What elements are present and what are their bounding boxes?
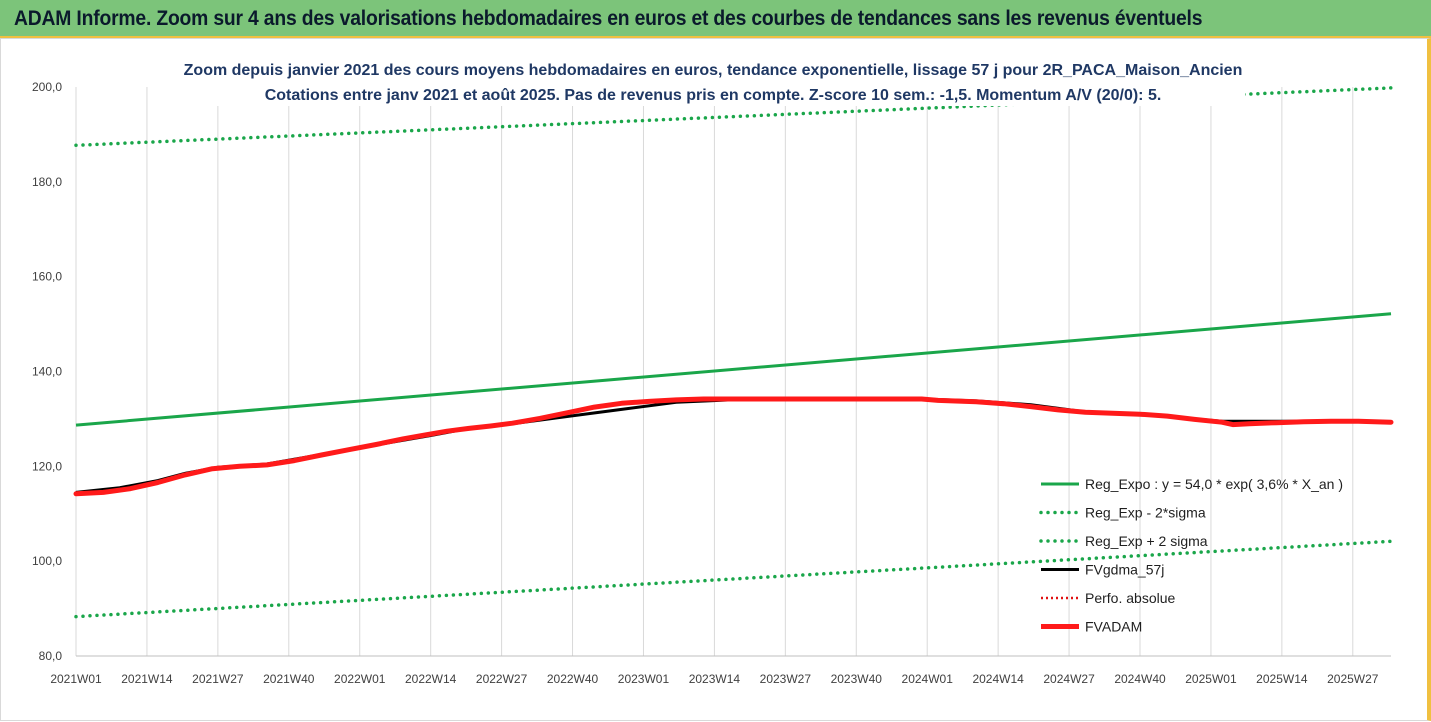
legend-label: Reg_Exp - 2*sigma: [1085, 505, 1206, 521]
x-tick-label: 2021W40: [263, 672, 315, 686]
chart-title: Zoom depuis janvier 2021 des cours moyen…: [184, 62, 1243, 79]
title-backdrop: [183, 50, 1245, 106]
y-tick-label: 180,0: [32, 175, 62, 189]
y-axis-ticks: 80,0 100,0 120,0 140,0 160,0 180,0 200,0: [32, 80, 62, 663]
x-tick-label: 2024W40: [1114, 672, 1166, 686]
y-tick-label: 200,0: [32, 80, 62, 94]
y-tick-label: 160,0: [32, 270, 62, 284]
x-tick-label: 2025W14: [1256, 672, 1308, 686]
fvadam-line: [73, 396, 1394, 497]
legend-label: Perfo. absolue: [1085, 590, 1175, 606]
x-tick-label: 2023W14: [689, 672, 741, 686]
report-banner-title: ADAM Informe. Zoom sur 4 ans des valoris…: [14, 7, 1203, 30]
legend-label: FVADAM: [1085, 619, 1142, 635]
chart-subtitle: Cotations entre janv 2021 et août 2025. …: [265, 87, 1162, 104]
x-tick-label: 2021W27: [192, 672, 244, 686]
x-tick-label: 2025W27: [1327, 672, 1379, 686]
x-tick-label: 2022W01: [334, 672, 386, 686]
line-chart: 2021W01 2021W14 2021W27 2021W40 2022W01 2022W…: [32, 50, 1394, 686]
legend-label: Reg_Expo : y = 54,0 * exp( 3,6% * X_an ): [1085, 476, 1343, 492]
reg-exp-plus-2sigma-line: [74, 86, 1393, 148]
y-tick-label: 100,0: [32, 554, 62, 568]
x-axis-ticks: 2021W01 2021W14 2021W27 2021W40 2022W01 2022W…: [50, 672, 1379, 686]
x-tick-label: 2021W14: [121, 672, 173, 686]
x-tick-label: 2025W01: [1185, 672, 1237, 686]
x-tick-label: 2023W01: [618, 672, 670, 686]
vertical-gridlines: [75, 87, 1354, 656]
report-banner: ADAM Informe. Zoom sur 4 ans des valoris…: [0, 0, 1431, 38]
y-tick-label: 120,0: [32, 459, 62, 473]
x-tick-label: 2022W14: [405, 672, 457, 686]
y-tick-label: 80,0: [39, 649, 63, 663]
y-tick-label: 140,0: [32, 365, 62, 379]
x-tick-label: 2024W27: [1043, 672, 1095, 686]
chart-frame: 2021W01 2021W14 2021W27 2021W40 2022W01 2022W…: [0, 38, 1431, 721]
x-tick-label: 2021W01: [50, 672, 102, 686]
reg-expo-line: [75, 312, 1392, 427]
x-tick-label: 2024W14: [972, 672, 1024, 686]
legend: Reg_Expo : y = 54,0 * exp( 3,6% * X_an )…: [1039, 476, 1343, 635]
x-tick-label: 2022W40: [547, 672, 599, 686]
x-tick-label: 2023W40: [831, 672, 883, 686]
x-tick-label: 2022W27: [476, 672, 528, 686]
series-layer: [73, 86, 1394, 619]
x-tick-label: 2024W01: [902, 672, 954, 686]
legend-label: FVgdma_57j: [1085, 562, 1164, 578]
legend-label: Reg_Exp + 2 sigma: [1085, 533, 1208, 549]
reg-exp-minus-2sigma-line: [74, 539, 1393, 619]
x-tick-label: 2023W27: [760, 672, 812, 686]
